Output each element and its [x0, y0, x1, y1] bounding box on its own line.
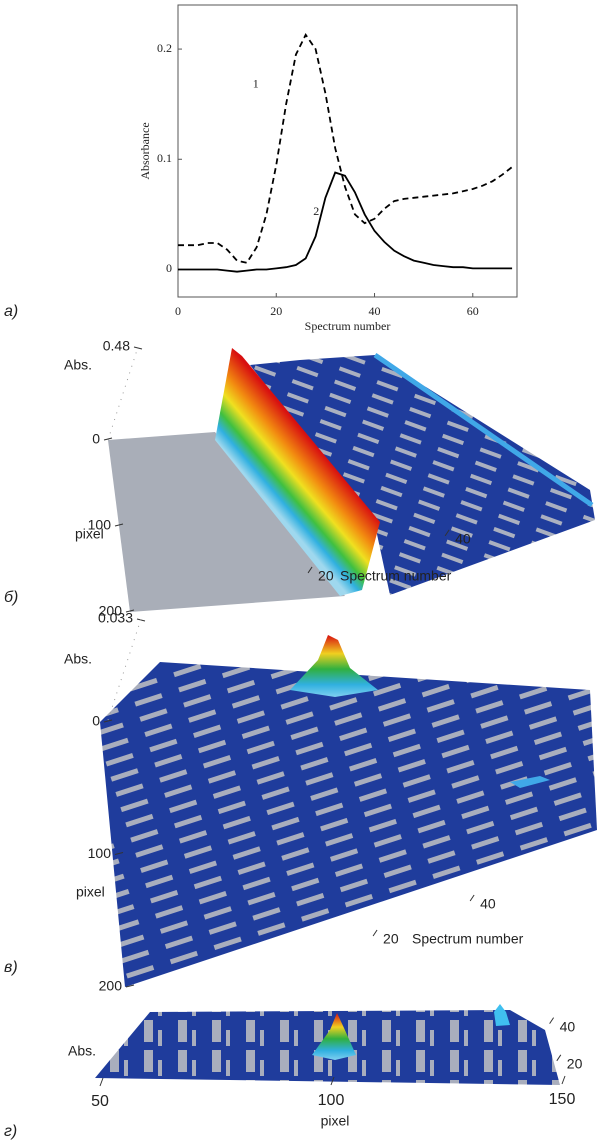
y-tick-label: 100	[318, 1092, 345, 1109]
series-label: 2	[313, 204, 319, 218]
z-axis-label: Abs.	[64, 357, 92, 373]
z-tick	[133, 346, 143, 350]
y-tick	[125, 609, 135, 613]
surface-c	[100, 635, 597, 987]
y-tick-label: 50	[91, 1093, 109, 1110]
z-tick-label: 0.033	[98, 610, 133, 626]
y-tick	[114, 523, 124, 527]
x-tick-label: 60	[467, 304, 479, 318]
x-tick	[307, 566, 313, 574]
y-tick-label: 200	[99, 603, 123, 619]
y-tick-label: 200	[99, 978, 123, 994]
x-tick-label: 40	[480, 896, 496, 912]
panel-label: б)	[4, 589, 18, 606]
z-axis	[107, 346, 139, 441]
series-line	[178, 171, 513, 273]
series-label: 1	[253, 77, 259, 91]
y-tick	[103, 437, 113, 441]
plot-frame	[177, 4, 518, 298]
surface-d	[95, 1004, 560, 1085]
x-tick-label: 20	[383, 931, 399, 947]
x-axis-label: Spectrum number	[412, 931, 524, 947]
y-tick-label: 100	[88, 517, 112, 533]
x-axis-label: Spectrum number	[340, 568, 452, 584]
x-tick-label: 40	[560, 1018, 576, 1034]
z-axis-label: Abs.	[64, 651, 92, 667]
y-tick-label: 0	[92, 713, 100, 729]
y-tick	[99, 1077, 104, 1087]
y-tick-label: 0	[92, 431, 100, 447]
z-axis-label: Abs.	[68, 1043, 96, 1059]
panel-label: г)	[4, 1123, 17, 1140]
x-tick-label: 40	[369, 304, 381, 318]
x-tick-label: 20	[270, 304, 282, 318]
x-tick	[556, 1054, 562, 1062]
y-tick	[103, 719, 113, 723]
panel-label: а)	[4, 303, 18, 320]
surface-b	[108, 348, 595, 612]
y-tick	[125, 984, 135, 988]
x-tick-label: 40	[455, 531, 471, 547]
y-axis-label: pixel	[76, 884, 105, 900]
x-axis-label: Spectrum number	[305, 319, 391, 333]
x-tick-label: 20	[318, 568, 334, 584]
y-tick-label: 150	[549, 1091, 576, 1108]
x-tick	[549, 1017, 555, 1024]
x-tick-label: 0	[175, 304, 181, 318]
x-tick	[469, 894, 475, 902]
y-axis-label: pixel	[75, 526, 104, 542]
y-tick	[561, 1075, 566, 1085]
z-tick-label: 0.48	[103, 338, 130, 354]
y-tick-label: 0.1	[157, 151, 172, 165]
y-axis-label: pixel	[321, 1113, 350, 1129]
x-tick	[372, 929, 378, 937]
y-tick-label: 0	[166, 261, 172, 275]
y-axis-label: Absorbance	[138, 122, 152, 179]
y-tick	[330, 1076, 335, 1086]
x-tick-label: 20	[567, 1056, 583, 1072]
y-tick-label: 100	[88, 845, 112, 861]
y-tick-label: 0.2	[157, 41, 172, 55]
series-line	[178, 33, 513, 264]
panel-label: в)	[4, 959, 18, 976]
y-tick	[114, 852, 124, 855]
x-tick	[444, 529, 450, 537]
